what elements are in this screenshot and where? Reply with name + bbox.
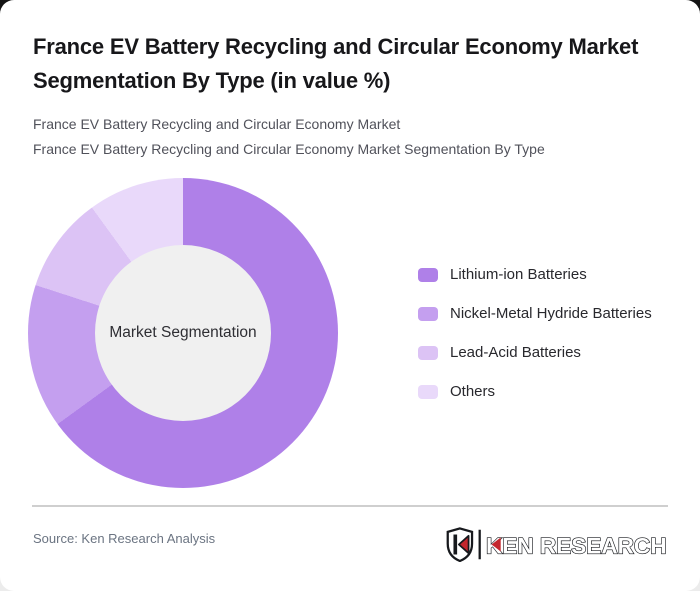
legend-item-lead-acid-batteries[interactable]: Lead-Acid Batteries	[418, 345, 652, 360]
legend-swatch-icon	[418, 345, 438, 360]
legend-item-others[interactable]: Others	[418, 384, 652, 399]
source-text: Source: Ken Research Analysis	[33, 531, 216, 546]
logo-divider-bar	[478, 529, 481, 560]
ken-research-logo: KEN RESEARCH	[446, 527, 667, 562]
logo-wordmark: KEN RESEARCH	[486, 534, 667, 559]
donut-center-label: Market Segmentation	[109, 324, 257, 341]
subtitle-line-2: France EV Battery Recycling and Circular…	[33, 141, 545, 157]
legend-swatch-icon	[418, 306, 438, 321]
legend-item-nickel-metal-hydride-batteries[interactable]: Nickel-Metal Hydride Batteries	[418, 306, 652, 321]
shield-k-icon	[446, 527, 474, 562]
page-title: France EV Battery Recycling and Circular…	[33, 34, 639, 93]
legend-item-lithium-ion-batteries[interactable]: Lithium-ion Batteries	[418, 267, 652, 282]
legend: Lithium-ion Batteries Nickel-Metal Hydrid…	[418, 267, 652, 399]
legend-label: Nickel-Metal Hydride Batteries	[450, 305, 652, 322]
subtitle-line-1: France EV Battery Recycling and Circular…	[33, 116, 401, 132]
legend-swatch-icon	[418, 384, 438, 399]
legend-label: Lead-Acid Batteries	[450, 344, 581, 361]
logo-k-triangle-icon	[491, 537, 501, 552]
chart-subtitles: France EV Battery Recycling and Circular…	[33, 112, 673, 162]
donut-hole: Market Segmentation	[95, 245, 271, 421]
legend-label: Others	[450, 383, 496, 400]
donut-chart[interactable]: Market Segmentation	[28, 178, 338, 488]
legend-swatch-icon	[418, 267, 438, 282]
legend-label: Lithium-ion Batteries	[450, 266, 587, 283]
footer-divider	[32, 505, 668, 507]
